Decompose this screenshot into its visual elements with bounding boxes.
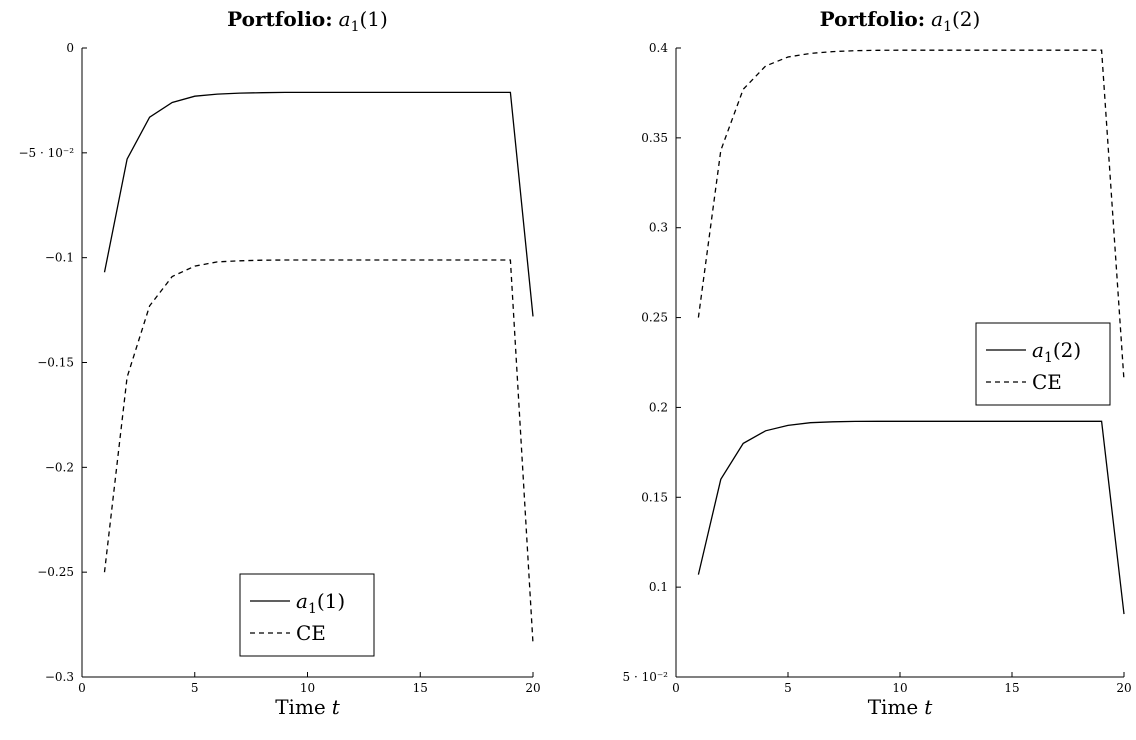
x-axis-label: Time t — [868, 695, 934, 719]
x-axis-label: Time t — [275, 695, 341, 719]
chart-title-paren: (1) — [360, 7, 388, 31]
x-tick-label: 10 — [892, 681, 907, 695]
y-tick-label: 0.3 — [649, 221, 668, 235]
chart-title-math: a — [339, 7, 351, 31]
x-tick-label: 5 — [784, 681, 792, 695]
x-axis-label-var: t — [332, 695, 341, 719]
y-tick-label: −0.2 — [45, 460, 74, 474]
legend-entry-subscript: 1 — [1044, 350, 1053, 366]
chart-title-subscript: 1 — [943, 19, 952, 35]
x-tick-label: 10 — [300, 681, 315, 695]
legend-entry: CE — [1032, 370, 1062, 394]
x-tick-label: 0 — [78, 681, 86, 695]
legend-box — [239, 573, 375, 657]
chart-title: Portfolio: a1(2) — [820, 7, 981, 35]
y-tick-label: −0.15 — [37, 356, 74, 370]
series-line-portfolio — [697, 420, 1125, 615]
chart-title: Portfolio: a1(1) — [227, 7, 388, 35]
x-tick-label: 15 — [413, 681, 428, 695]
y-tick-label: 0.4 — [649, 41, 668, 55]
chart-title-subscript: 1 — [351, 19, 360, 35]
legend-entry: a1(2) — [1032, 338, 1081, 366]
x-tick-label: 0 — [672, 681, 680, 695]
chart-left: Portfolio: a1(1)0 5 10 15 200−5 · 10⁻²−0.1−0.… — [18, 7, 540, 719]
x-axis-label-text: Time — [868, 695, 919, 719]
x-axis-label-text: Time — [275, 695, 326, 719]
legend-entry-math: a — [296, 589, 308, 613]
y-tick-label: 0.25 — [641, 311, 668, 325]
chart-title-bold: Portfolio: — [227, 7, 332, 31]
y-tick-label: −0.3 — [45, 670, 74, 684]
legend-entry: CE — [296, 621, 326, 645]
chart-title-bold: Portfolio: — [820, 7, 925, 31]
chart-title-paren: (2) — [952, 7, 980, 31]
legend: a1(1) CE — [239, 573, 375, 657]
x-tick-label: 20 — [1116, 681, 1131, 695]
legend-entry: a1(1) — [296, 589, 345, 617]
legend-box — [975, 322, 1111, 406]
x-tick-label: 15 — [1004, 681, 1019, 695]
y-tick-label: −0.25 — [37, 565, 74, 579]
y-tick-label: 0.2 — [649, 400, 668, 414]
legend-entry-subscript: 1 — [308, 601, 317, 617]
y-tick-label: −0.1 — [45, 251, 74, 265]
y-tick-label: 5 · 10⁻² — [623, 670, 669, 684]
chart-title-math: a — [931, 7, 943, 31]
y-tick-label: 0.35 — [641, 131, 668, 145]
chart-right: Portfolio: a1(2)0 5 10 15 205 · 10⁻²0.10.150.… — [623, 7, 1132, 719]
legend-entry-paren: (1) — [317, 589, 345, 613]
series-line-ce — [697, 49, 1125, 381]
x-tick-label: 5 — [191, 681, 199, 695]
legend-entry-paren: (2) — [1053, 338, 1081, 362]
y-tick-label: 0.15 — [641, 490, 668, 504]
legend-entry-math: a — [1032, 338, 1044, 362]
y-tick-label: −5 · 10⁻² — [18, 146, 74, 160]
y-tick-label: 0.1 — [649, 580, 668, 594]
legend: a1(2) CE — [975, 322, 1111, 406]
x-axis-label-var: t — [924, 695, 933, 719]
x-tick-label: 20 — [525, 681, 540, 695]
y-tick-label: 0 — [66, 41, 74, 55]
series-line-portfolio — [103, 91, 534, 317]
